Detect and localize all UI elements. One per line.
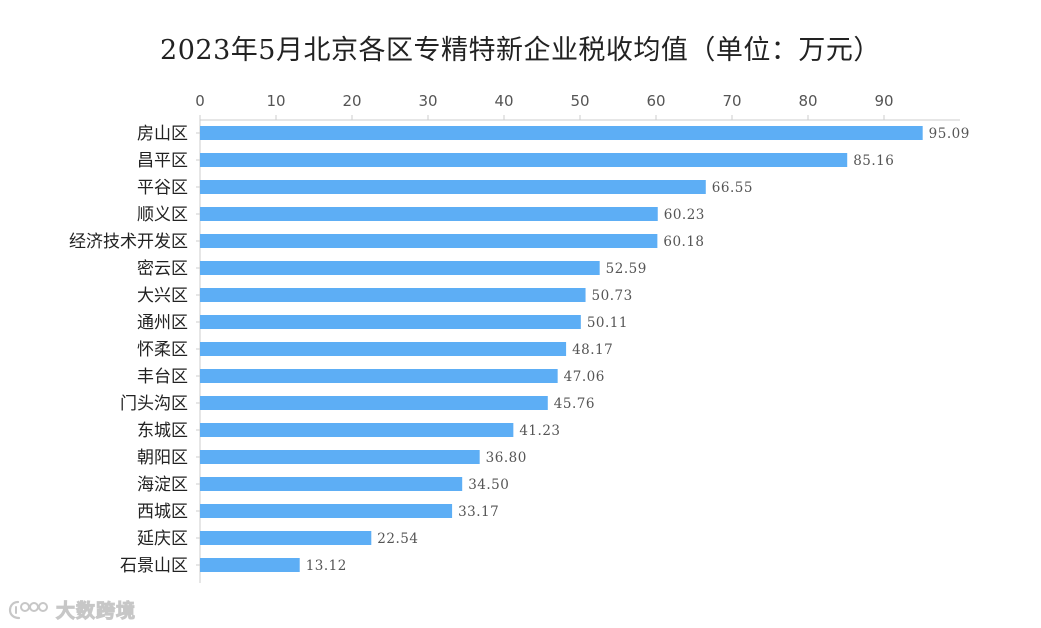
bar [200, 261, 600, 275]
category-label: 东城区 [137, 421, 188, 441]
watermark: 大数跨境 [8, 596, 136, 623]
x-tick-label: 20 [342, 92, 361, 110]
x-tick-label: 30 [418, 92, 437, 110]
x-tick-label: 80 [798, 92, 817, 110]
category-label: 丰台区 [137, 367, 188, 387]
bar [200, 180, 706, 194]
category-label: 门头沟区 [120, 394, 188, 414]
data-label: 85.16 [853, 153, 894, 169]
data-label: 60.18 [663, 234, 704, 250]
data-label: 50.73 [592, 288, 633, 304]
watermark-text: 大数跨境 [55, 600, 137, 623]
x-tick-label: 40 [494, 92, 513, 110]
data-label: 52.59 [606, 261, 647, 277]
data-label: 34.50 [468, 477, 509, 493]
bar [200, 531, 372, 545]
data-label: 45.76 [554, 396, 595, 412]
data-label: 60.23 [664, 207, 705, 223]
data-label: 50.11 [587, 315, 628, 331]
category-label: 通州区 [137, 313, 188, 333]
category-label: 朝阳区 [137, 448, 188, 468]
logo-icon [8, 600, 48, 619]
category-labels: 房山区昌平区平谷区顺义区经济技术开发区密云区大兴区通州区怀柔区丰台区门头沟区东城… [69, 124, 188, 576]
bar [200, 315, 581, 329]
data-label: 36.80 [486, 450, 527, 466]
category-label: 顺义区 [137, 205, 188, 225]
category-label: 怀柔区 [137, 340, 188, 360]
bar [200, 450, 480, 464]
category-label: 海淀区 [137, 475, 188, 495]
category-label: 密云区 [137, 259, 188, 279]
bar [200, 234, 658, 248]
category-label: 大兴区 [137, 286, 188, 306]
x-tick-label: 60 [646, 92, 665, 110]
category-label: 延庆区 [137, 529, 188, 549]
data-label: 47.06 [564, 369, 605, 385]
x-tick-label: 10 [266, 92, 285, 110]
bar [200, 477, 463, 491]
bar [200, 504, 453, 518]
bar [200, 126, 923, 140]
category-label: 昌平区 [137, 151, 188, 171]
category-label: 石景山区 [120, 556, 188, 576]
data-label: 48.17 [572, 342, 613, 358]
bar [200, 396, 548, 410]
chart-title: 2023年5月北京各区专精特新企业税收均值（单位：万元） [160, 35, 881, 66]
x-tick-label: 0 [195, 92, 205, 110]
data-label: 95.09 [929, 126, 970, 142]
bar [200, 342, 567, 356]
bar [200, 207, 658, 221]
data-label: 41.23 [519, 423, 560, 439]
category-label: 经济技术开发区 [69, 232, 188, 252]
data-label: 33.17 [458, 504, 499, 520]
data-labels: 95.09 85.16 66.55 60.23 60.18 52.59 50.73 50.11… [306, 126, 970, 574]
data-label: 22.54 [377, 531, 418, 547]
category-label: 房山区 [137, 124, 188, 144]
category-label: 平谷区 [137, 178, 188, 198]
x-tick-label: 70 [722, 92, 741, 110]
x-tick-label: 50 [570, 92, 589, 110]
bar [200, 369, 558, 383]
bars [200, 126, 923, 572]
bar [200, 558, 300, 572]
bar [200, 423, 514, 437]
x-tick-label: 90 [874, 92, 893, 110]
data-label: 66.55 [712, 180, 753, 196]
bar [200, 153, 848, 167]
data-label: 13.12 [306, 558, 347, 574]
bar [200, 288, 586, 302]
category-label: 西城区 [137, 502, 188, 522]
